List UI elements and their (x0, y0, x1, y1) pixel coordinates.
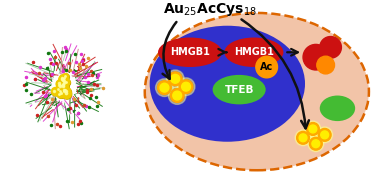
Circle shape (317, 127, 333, 143)
Ellipse shape (145, 13, 369, 170)
Circle shape (158, 81, 171, 95)
Circle shape (59, 76, 68, 85)
Circle shape (56, 80, 65, 88)
Circle shape (59, 75, 68, 84)
Circle shape (59, 89, 64, 95)
Circle shape (57, 87, 63, 94)
Circle shape (63, 73, 69, 80)
Circle shape (305, 121, 321, 137)
Circle shape (61, 86, 70, 95)
Circle shape (63, 74, 69, 80)
Circle shape (62, 80, 69, 87)
Circle shape (59, 75, 68, 83)
Circle shape (57, 83, 66, 92)
Circle shape (310, 137, 322, 150)
Circle shape (60, 75, 68, 83)
Circle shape (62, 81, 69, 88)
Circle shape (56, 87, 62, 93)
Circle shape (303, 44, 328, 70)
Circle shape (61, 83, 69, 91)
Circle shape (62, 82, 68, 89)
Circle shape (62, 89, 71, 99)
Circle shape (61, 82, 68, 88)
Ellipse shape (158, 38, 222, 67)
Circle shape (62, 88, 70, 95)
Circle shape (62, 75, 68, 81)
Circle shape (51, 88, 59, 95)
Ellipse shape (320, 95, 355, 121)
Circle shape (62, 88, 69, 95)
Circle shape (179, 80, 193, 94)
Circle shape (168, 87, 186, 104)
Circle shape (256, 56, 277, 78)
Circle shape (57, 83, 64, 90)
Circle shape (156, 79, 173, 97)
Circle shape (60, 77, 68, 85)
Circle shape (62, 76, 68, 82)
Circle shape (57, 82, 64, 89)
Ellipse shape (212, 75, 266, 104)
Circle shape (57, 91, 63, 98)
Circle shape (299, 134, 307, 142)
Circle shape (60, 77, 69, 86)
Circle shape (320, 37, 341, 58)
Circle shape (60, 82, 68, 90)
Circle shape (62, 88, 71, 96)
Text: TFEB: TFEB (225, 85, 254, 95)
Circle shape (166, 70, 184, 88)
Circle shape (60, 83, 69, 92)
Circle shape (57, 92, 64, 98)
Circle shape (173, 91, 181, 100)
Circle shape (57, 83, 65, 91)
Circle shape (62, 90, 72, 99)
Ellipse shape (150, 26, 305, 142)
Circle shape (61, 88, 69, 95)
Circle shape (307, 123, 319, 135)
Circle shape (58, 88, 64, 94)
Circle shape (58, 83, 64, 88)
Circle shape (312, 140, 320, 148)
Circle shape (64, 79, 70, 85)
Ellipse shape (225, 38, 284, 67)
Circle shape (59, 91, 66, 98)
Circle shape (177, 78, 195, 95)
Text: HMGB1: HMGB1 (170, 47, 210, 57)
Circle shape (58, 91, 65, 98)
Circle shape (181, 82, 191, 91)
Circle shape (321, 131, 328, 139)
Text: Au$_{25}$AcCys$_{18}$: Au$_{25}$AcCys$_{18}$ (163, 1, 257, 18)
Circle shape (61, 79, 70, 87)
Circle shape (52, 88, 60, 96)
Circle shape (318, 128, 331, 141)
Circle shape (59, 83, 64, 89)
Circle shape (308, 136, 324, 152)
Circle shape (59, 83, 69, 92)
Circle shape (62, 88, 69, 96)
Text: HMGB1: HMGB1 (234, 47, 274, 57)
Circle shape (61, 78, 70, 87)
Circle shape (61, 87, 70, 96)
Circle shape (160, 83, 169, 92)
Circle shape (295, 130, 311, 146)
Circle shape (317, 56, 335, 74)
Circle shape (171, 74, 180, 83)
Circle shape (57, 80, 65, 89)
Circle shape (168, 72, 182, 86)
Circle shape (309, 125, 317, 133)
Circle shape (297, 131, 310, 144)
Text: Ac: Ac (260, 62, 273, 72)
Circle shape (170, 89, 184, 102)
Circle shape (64, 80, 70, 86)
Circle shape (63, 88, 71, 97)
